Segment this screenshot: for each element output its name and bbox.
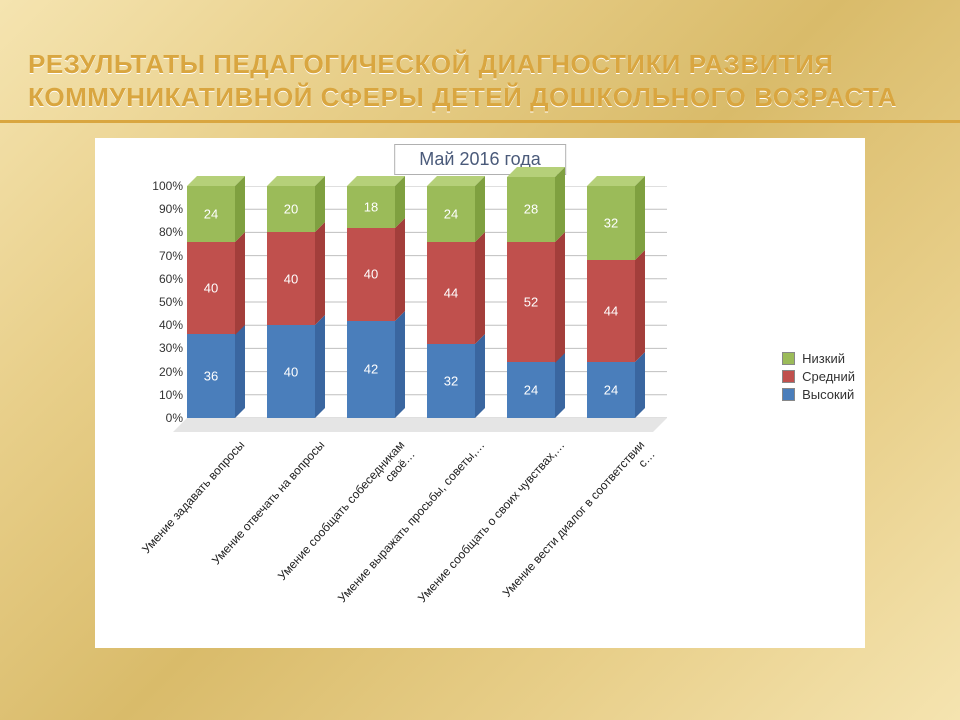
legend-label: Низкий	[802, 351, 845, 366]
bar-value-low: 24	[187, 206, 235, 221]
bar-value-mid: 40	[267, 271, 315, 286]
y-tick-label: 0%	[139, 411, 183, 425]
slide-title: РЕЗУЛЬТАТЫ ПЕДАГОГИЧЕСКОЙ ДИАГНОСТИКИ РА…	[28, 48, 932, 113]
bar-value-low: 20	[267, 202, 315, 217]
y-tick-label: 40%	[139, 318, 183, 332]
bar-value-high: 40	[267, 364, 315, 379]
legend-item-high: Высокий	[782, 387, 855, 402]
title-rule	[0, 120, 960, 123]
chart-plot: 0%10%20%30%40%50%60%70%80%90%100% 364024…	[187, 186, 667, 418]
bar-value-high: 24	[587, 383, 635, 398]
slide: РЕЗУЛЬТАТЫ ПЕДАГОГИЧЕСКОЙ ДИАГНОСТИКИ РА…	[0, 0, 960, 720]
bar: 42 40 18	[347, 186, 395, 418]
y-tick-label: 20%	[139, 365, 183, 379]
y-tick-label: 60%	[139, 272, 183, 286]
swatch-icon	[782, 352, 795, 365]
bar-value-mid: 52	[507, 295, 555, 310]
bar-value-high: 24	[507, 383, 555, 398]
chart-container: Май 2016 года 0%10%20%30%40%50%60%70%80%…	[95, 138, 865, 648]
swatch-icon	[782, 370, 795, 383]
bar-value-low: 32	[587, 216, 635, 231]
y-tick-label: 90%	[139, 202, 183, 216]
y-tick-label: 100%	[139, 179, 183, 193]
y-tick-label: 30%	[139, 341, 183, 355]
swatch-icon	[782, 388, 795, 401]
bar: 24 44 32	[587, 186, 635, 418]
y-tick-label: 80%	[139, 225, 183, 239]
x-tick-label: Умение задавать вопросы	[90, 438, 248, 611]
y-tick-label: 50%	[139, 295, 183, 309]
legend-item-low: Низкий	[782, 351, 855, 366]
bar-value-mid: 44	[427, 285, 475, 300]
chart-legend: Низкий Средний Высокий	[782, 348, 855, 405]
chart-floor	[173, 418, 667, 432]
bar-value-high: 36	[187, 369, 235, 384]
y-tick-label: 70%	[139, 249, 183, 263]
legend-label: Высокий	[802, 387, 854, 402]
bar-value-mid: 44	[587, 304, 635, 319]
legend-item-mid: Средний	[782, 369, 855, 384]
bar-value-mid: 40	[347, 267, 395, 282]
bar: 32 44 24	[427, 186, 475, 418]
bar-value-high: 42	[347, 362, 395, 377]
bar: 24 52 28	[507, 186, 555, 418]
bar: 40 40 20	[267, 186, 315, 418]
bar-value-low: 18	[347, 199, 395, 214]
bar-value-mid: 40	[187, 281, 235, 296]
bar-value-high: 32	[427, 373, 475, 388]
bar: 36 40 24	[187, 186, 235, 418]
y-tick-label: 10%	[139, 388, 183, 402]
legend-label: Средний	[802, 369, 855, 384]
bar-value-low: 28	[507, 202, 555, 217]
x-tick-label: Умение вести диалог в соответствии с…	[490, 438, 658, 620]
x-tick-label: Умение сообщать о своих чувствах,…	[410, 438, 568, 611]
bar-value-low: 24	[427, 206, 475, 221]
x-tick-label: Умение сообщать собеседникам своё…	[250, 438, 418, 620]
chart-bars: 36 40 24 40 40 20 42 40 18 32 44 24 24 52 28 24 44 32	[187, 186, 667, 418]
x-tick-label: Умение отвечать на вопросы	[170, 438, 328, 611]
